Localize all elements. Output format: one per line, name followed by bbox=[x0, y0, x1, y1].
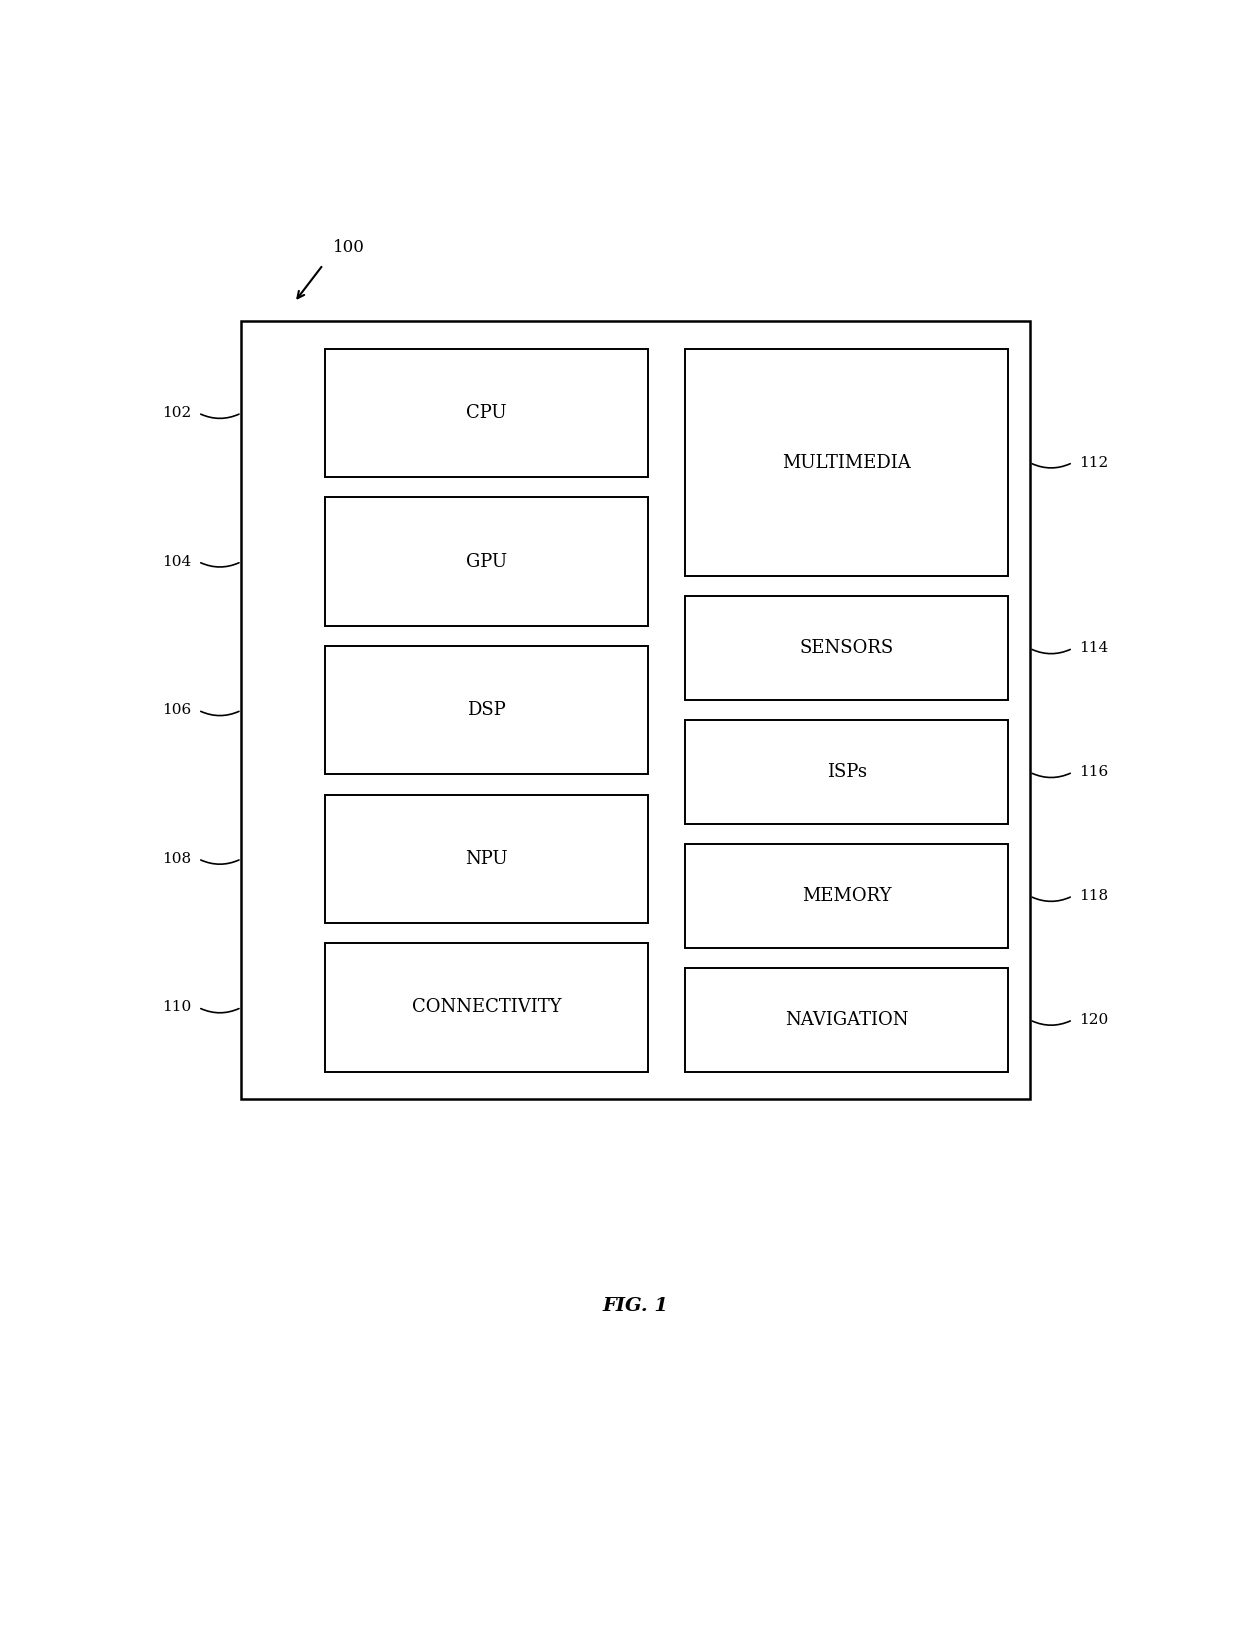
Text: 100: 100 bbox=[332, 240, 365, 256]
Text: 112: 112 bbox=[1080, 455, 1109, 469]
Text: CPU: CPU bbox=[466, 404, 507, 422]
Bar bbox=[325, 349, 649, 478]
Bar bbox=[684, 349, 1008, 577]
Text: 116: 116 bbox=[1080, 764, 1109, 779]
Text: DSP: DSP bbox=[467, 701, 506, 719]
Bar bbox=[325, 645, 649, 774]
Bar bbox=[325, 497, 649, 626]
Text: NAVIGATION: NAVIGATION bbox=[785, 1011, 909, 1029]
Text: 120: 120 bbox=[1080, 1012, 1109, 1027]
Text: 108: 108 bbox=[162, 852, 191, 866]
Bar bbox=[325, 944, 649, 1071]
Text: FIG. 1: FIG. 1 bbox=[603, 1297, 668, 1315]
Bar bbox=[684, 720, 1008, 825]
Text: CONNECTIVITY: CONNECTIVITY bbox=[412, 999, 562, 1017]
Text: SENSORS: SENSORS bbox=[800, 639, 894, 657]
Text: GPU: GPU bbox=[466, 553, 507, 570]
Bar bbox=[684, 968, 1008, 1071]
Text: MEMORY: MEMORY bbox=[802, 887, 892, 905]
Text: 106: 106 bbox=[162, 703, 191, 717]
Text: NPU: NPU bbox=[465, 849, 508, 867]
Text: 110: 110 bbox=[162, 1001, 191, 1014]
Text: 104: 104 bbox=[162, 554, 191, 569]
Text: MULTIMEDIA: MULTIMEDIA bbox=[782, 453, 911, 471]
Text: ISPs: ISPs bbox=[827, 763, 867, 781]
Text: 114: 114 bbox=[1080, 641, 1109, 655]
Text: 102: 102 bbox=[162, 406, 191, 421]
Bar bbox=[684, 844, 1008, 947]
Bar bbox=[242, 321, 1029, 1099]
Bar bbox=[325, 794, 649, 923]
Bar bbox=[684, 597, 1008, 701]
Text: 118: 118 bbox=[1080, 888, 1109, 903]
